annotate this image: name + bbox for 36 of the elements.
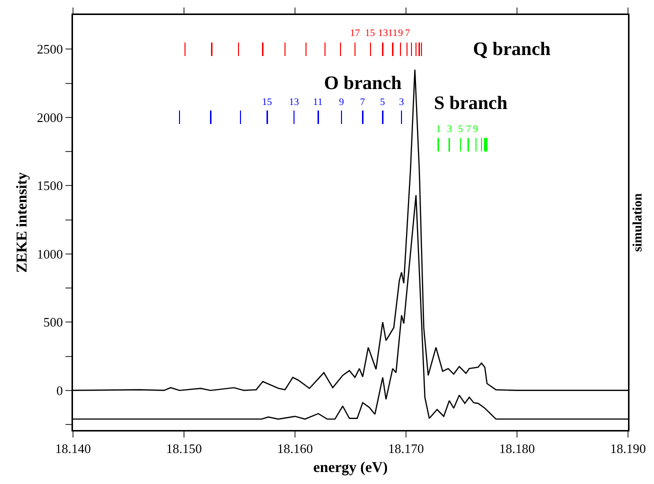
annotation: 13 (289, 97, 299, 108)
annotation: 15 (365, 28, 375, 39)
x-tick-label: 18.150 (166, 441, 202, 456)
annotation: 5 (458, 124, 463, 135)
annotation: 9 (339, 97, 344, 108)
annotation: 9 (398, 28, 403, 39)
y-axis-title: ZEKE intensity (14, 172, 30, 273)
x-tick-label: 18.160 (277, 441, 313, 456)
annotation: 11 (388, 28, 398, 39)
y-tick-label: 1000 (36, 246, 63, 262)
y-tick-label: 2000 (36, 110, 63, 125)
annotation: 1 (436, 124, 441, 135)
x-tick-label: 18.190 (610, 441, 646, 456)
y-tick-label: 0 (56, 382, 63, 398)
annotation: 7 (466, 124, 471, 135)
series-label: O branch (324, 73, 402, 94)
annotation: 7 (405, 28, 410, 39)
annotation: 7 (360, 97, 365, 108)
annotation: 17 (350, 28, 360, 39)
y-tick-label: 2500 (36, 42, 63, 57)
y-tick-label: 500 (43, 314, 63, 330)
annotation: 3 (447, 124, 452, 135)
annotation: 5 (380, 97, 385, 108)
annotation: 15 (262, 97, 272, 108)
x-tick-label: 18.140 (55, 441, 91, 456)
x-tick-label: 18.170 (388, 441, 424, 456)
annotation: 9 (473, 124, 478, 135)
annotation: 13 (378, 28, 388, 39)
x-axis-title: energy (eV) (313, 460, 388, 476)
annotation: 3 (399, 97, 404, 108)
x-tick-label: 18.180 (499, 441, 535, 456)
annotation: 11 (313, 97, 323, 108)
y-tick-label: 1500 (36, 178, 63, 194)
text: Q branch (473, 39, 552, 60)
y2-axis-title: simulation (630, 192, 645, 252)
series-label: S branch (434, 93, 508, 114)
